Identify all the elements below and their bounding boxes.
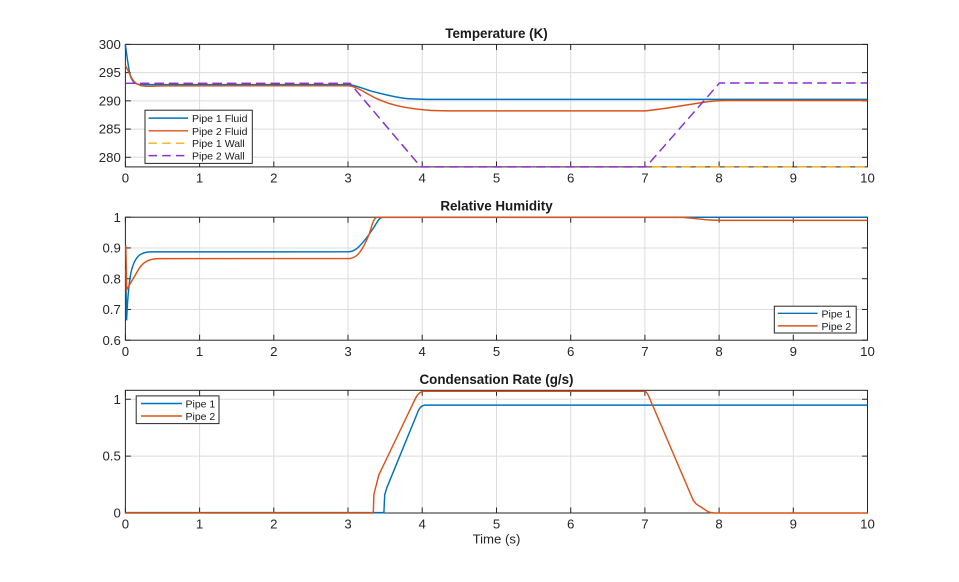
svg-text:5: 5: [493, 344, 500, 359]
svg-text:4: 4: [419, 517, 426, 532]
svg-text:290: 290: [99, 93, 121, 108]
svg-text:3: 3: [344, 344, 351, 359]
svg-text:Pipe 2 Fluid: Pipe 2 Fluid: [192, 126, 248, 138]
svg-text:Pipe 1 Fluid: Pipe 1 Fluid: [192, 113, 248, 125]
svg-text:4: 4: [419, 344, 426, 359]
svg-text:6: 6: [567, 171, 574, 186]
svg-text:0.7: 0.7: [102, 302, 120, 317]
svg-text:2: 2: [270, 171, 277, 186]
svg-text:3: 3: [344, 171, 351, 186]
svg-text:Pipe 1 Wall: Pipe 1 Wall: [192, 138, 245, 150]
svg-text:4: 4: [419, 171, 426, 186]
svg-text:1: 1: [113, 392, 120, 407]
svg-text:6: 6: [567, 344, 574, 359]
svg-text:10: 10: [860, 517, 875, 532]
svg-text:0: 0: [122, 171, 129, 186]
svg-text:1: 1: [196, 344, 203, 359]
svg-text:0: 0: [113, 506, 120, 521]
svg-text:0.5: 0.5: [102, 449, 120, 464]
svg-text:295: 295: [99, 65, 121, 80]
svg-text:10: 10: [860, 344, 875, 359]
svg-text:9: 9: [790, 344, 797, 359]
svg-text:Pipe 1: Pipe 1: [186, 399, 216, 411]
svg-text:6: 6: [567, 517, 574, 532]
svg-text:0.6: 0.6: [102, 333, 120, 348]
svg-text:8: 8: [715, 517, 722, 532]
svg-text:1: 1: [196, 517, 203, 532]
svg-text:9: 9: [790, 517, 797, 532]
svg-text:2: 2: [270, 344, 277, 359]
svg-text:10: 10: [860, 171, 875, 186]
svg-text:8: 8: [715, 344, 722, 359]
svg-text:Condensation Rate (g/s): Condensation Rate (g/s): [420, 372, 574, 387]
svg-text:Relative Humidity: Relative Humidity: [440, 198, 553, 213]
svg-text:3: 3: [344, 517, 351, 532]
svg-text:7: 7: [641, 344, 648, 359]
svg-text:5: 5: [493, 517, 500, 532]
svg-text:280: 280: [99, 150, 121, 165]
svg-text:Temperature (K): Temperature (K): [445, 26, 547, 41]
svg-text:2: 2: [270, 517, 277, 532]
svg-text:0: 0: [122, 517, 129, 532]
svg-text:8: 8: [715, 171, 722, 186]
svg-text:1: 1: [196, 171, 203, 186]
svg-text:7: 7: [641, 517, 648, 532]
svg-text:5: 5: [493, 171, 500, 186]
svg-text:1: 1: [113, 210, 120, 225]
svg-text:0.8: 0.8: [102, 271, 120, 286]
svg-text:Pipe 2 Wall: Pipe 2 Wall: [192, 151, 245, 163]
svg-text:Pipe 2: Pipe 2: [186, 411, 216, 423]
svg-text:Pipe 1: Pipe 1: [822, 308, 852, 320]
svg-text:Time (s): Time (s): [473, 531, 521, 546]
svg-text:300: 300: [99, 37, 121, 52]
svg-text:0: 0: [122, 344, 129, 359]
svg-text:0.9: 0.9: [102, 241, 120, 256]
svg-text:7: 7: [641, 171, 648, 186]
svg-text:9: 9: [790, 171, 797, 186]
svg-text:285: 285: [99, 122, 121, 137]
svg-text:Pipe 2: Pipe 2: [822, 321, 852, 333]
